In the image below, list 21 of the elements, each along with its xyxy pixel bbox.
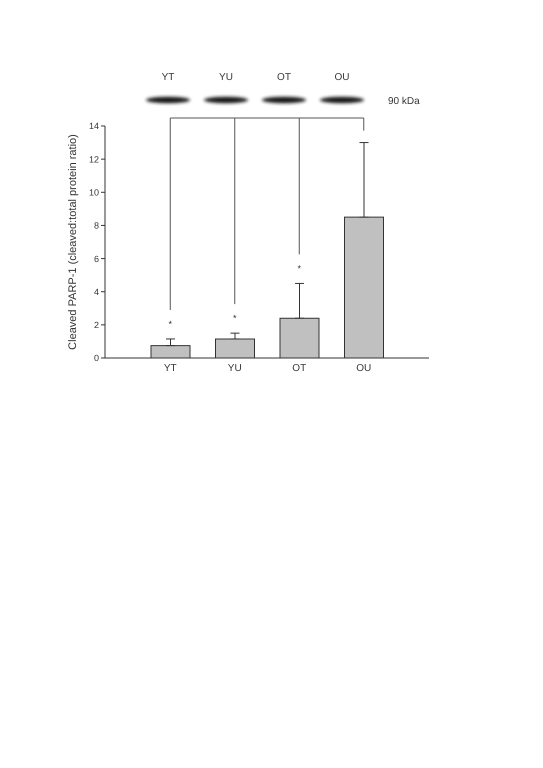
text: YU bbox=[219, 72, 233, 83]
text: OT bbox=[277, 72, 291, 83]
y-tick-label: 4 bbox=[94, 286, 99, 297]
y-tick-label: 10 bbox=[88, 187, 99, 198]
text: YT bbox=[162, 72, 174, 83]
annotation: * bbox=[168, 318, 172, 329]
x-tick-label: OU bbox=[356, 363, 372, 374]
y-tick-label: 14 bbox=[88, 121, 99, 132]
y-tick-label: 2 bbox=[94, 320, 99, 330]
annotation: * bbox=[232, 313, 237, 324]
text: 90 kDa bbox=[388, 96, 420, 107]
x-tick-label: OT bbox=[292, 363, 306, 374]
y-tick-label: 12 bbox=[88, 154, 99, 164]
x-tick-label: YT bbox=[164, 363, 177, 374]
y-tick-label: 6 bbox=[94, 254, 99, 264]
y-tick-label: 8 bbox=[94, 220, 99, 231]
y-axis-title: Cleaved PARP-1 (cleaved:total protein ratio) bbox=[67, 134, 79, 350]
text: OU bbox=[334, 72, 350, 83]
y-tick-label: 0 bbox=[94, 353, 99, 364]
x-tick-label: YU bbox=[228, 363, 242, 374]
annotation: * bbox=[297, 263, 302, 274]
